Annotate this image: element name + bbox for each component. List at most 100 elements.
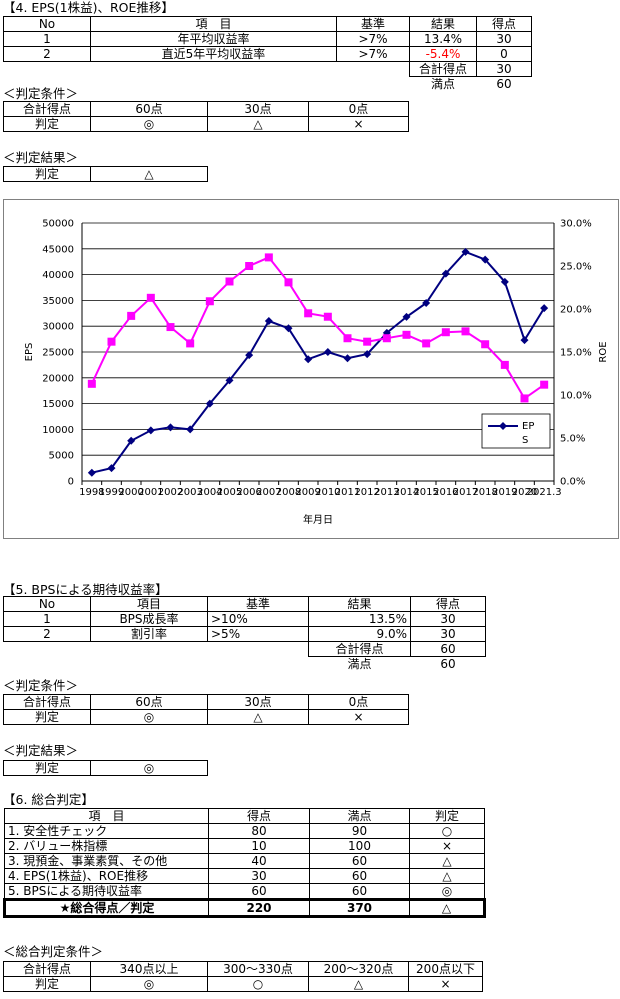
section4-title: 【4. EPS(1株益)、ROE推移】	[3, 0, 174, 15]
col-header: 結果	[308, 596, 411, 612]
cond-cell: 判定	[3, 976, 91, 992]
x-tick-label: 2001	[138, 487, 163, 498]
cell-score: 0	[476, 46, 532, 62]
total-row: 合計得点 30	[4, 61, 532, 77]
cond-cell: △	[207, 116, 309, 132]
y2-tick-label: 10.0%	[560, 391, 592, 402]
col-header: 満点	[309, 808, 410, 824]
y-tick-label: 35000	[42, 296, 74, 307]
table-row: 1. 安全性チェック 80 90 ○	[4, 823, 485, 839]
cell-no: 1	[3, 611, 91, 627]
sec6-cond-table: 合計得点 340点以上 300～330点 200～320点 200点以下 判定 …	[3, 961, 483, 992]
cell-item: BPS成長率	[90, 611, 208, 627]
y-tick-label: 5000	[49, 451, 74, 462]
cell-criteria: >5%	[207, 626, 309, 642]
table-row: 2. バリュー株指標 10 100 ×	[4, 838, 485, 854]
table-row: 判定 ◎	[3, 760, 208, 776]
data-point	[284, 278, 293, 287]
grand-total-judge: △	[409, 898, 486, 918]
sec4-cond-table: 合計得点 60点 30点 0点 判定 ◎ △ ×	[3, 101, 409, 132]
x-tick-label: 2018	[472, 487, 497, 498]
data-point	[264, 253, 273, 262]
data-point	[520, 336, 529, 345]
cell-judge: ○	[409, 823, 485, 839]
cond-cell: △	[308, 976, 409, 992]
grand-total-max: 370	[309, 898, 410, 918]
cell-score: 30	[476, 31, 532, 47]
x-tick-label: 1998	[79, 487, 104, 498]
data-point	[461, 327, 470, 336]
data-point	[481, 255, 490, 264]
cell-item: 5. BPSによる期待収益率	[4, 883, 209, 900]
cell-item: 2. バリュー株指標	[4, 838, 209, 854]
y-axis-label: EPS	[24, 343, 35, 362]
x-tick-label: 2000	[118, 487, 143, 498]
y2-tick-label: 15.0%	[560, 348, 592, 359]
data-point	[245, 262, 254, 270]
x-tick-label: 2004	[197, 487, 222, 498]
cell-max: 60	[309, 853, 410, 869]
cell-max: 60	[309, 883, 410, 900]
cell-result: -5.4%	[409, 46, 477, 62]
cell-no: 1	[3, 31, 91, 47]
x-tick-label: 2014	[394, 487, 419, 498]
sec4-result-title: ＜判定結果＞	[3, 150, 79, 165]
table-header-row: No 項 目 基準 結果 得点	[3, 16, 532, 32]
eps-roe-chart: 0 5000 10000 15000 20000 25000 30000 35000 40000…	[3, 199, 619, 539]
cell-item: 3. 現預金、事業素質、その他	[4, 853, 209, 869]
data-point	[481, 340, 490, 349]
cell-score: 30	[410, 626, 486, 642]
cond-cell: 判定	[3, 116, 91, 132]
data-point	[520, 394, 529, 403]
data-point	[422, 298, 431, 307]
x-tick-label: 2010	[315, 487, 340, 498]
table-row: 判定 ◎ △ ×	[3, 709, 409, 725]
cell-max: 100	[309, 838, 410, 854]
max-value: 60	[440, 657, 456, 671]
cell-judge: ×	[409, 838, 485, 854]
sec4-result-table: 判定 △	[3, 166, 208, 182]
sec4-table: No 項 目 基準 結果 得点 1 年平均収益率 >7% 13.4% 30 2 …	[3, 16, 532, 91]
cell-score: 80	[208, 823, 310, 839]
sec5-cond-table: 合計得点 60点 30点 0点 判定 ◎ △ ×	[3, 694, 409, 725]
cond-cell: △	[207, 709, 309, 725]
data-point	[422, 339, 431, 348]
x-tick-label: 2008	[276, 487, 301, 498]
cond-cell: ◎	[90, 709, 208, 725]
data-point	[107, 464, 116, 473]
data-point	[127, 436, 136, 445]
max-label: 満点	[347, 657, 372, 671]
table-row: 4. EPS(1株益)、ROE推移 30 60 △	[4, 868, 485, 884]
legend-box	[481, 413, 551, 449]
data-point	[225, 376, 234, 385]
data-point	[245, 351, 254, 360]
result-value: △	[90, 166, 208, 182]
y-tick-label: 0	[68, 477, 74, 488]
cond-cell: 合計得点	[3, 961, 91, 977]
data-point	[343, 354, 352, 363]
x-tick-label: 1999	[99, 487, 124, 498]
col-header: 基準	[336, 16, 410, 32]
y2-tick-label: 30.0%	[560, 219, 592, 230]
grand-total-label: ★総合得点／判定	[3, 898, 209, 918]
data-point	[461, 247, 470, 256]
data-point	[441, 269, 450, 278]
data-point	[127, 311, 136, 320]
table-row: 判定 △	[3, 166, 208, 182]
total-row: 合計得点 60	[4, 641, 486, 657]
table-row: 5. BPSによる期待収益率 60 60 ◎	[4, 883, 485, 900]
table-header-row: No 項目 基準 結果 得点	[3, 596, 486, 612]
col-header: 得点	[208, 808, 310, 824]
sec5-table: No 項目 基準 結果 得点 1 BPS成長率 >10% 13.5% 30 2 …	[3, 596, 486, 671]
data-point	[225, 277, 234, 286]
chart-svg: 0 5000 10000 15000 20000 25000 30000 35000 40000…	[24, 219, 609, 527]
table-row: 1 年平均収益率 >7% 13.4% 30	[3, 31, 532, 47]
cell-criteria: >10%	[207, 611, 309, 627]
max-row: 満点 60	[4, 657, 486, 672]
series-line	[90, 256, 545, 400]
data-point	[304, 309, 313, 318]
data-point	[402, 312, 411, 321]
x-tick-label: 2019	[492, 487, 517, 498]
data-point	[107, 337, 116, 346]
cond-cell: 60点	[90, 101, 208, 117]
